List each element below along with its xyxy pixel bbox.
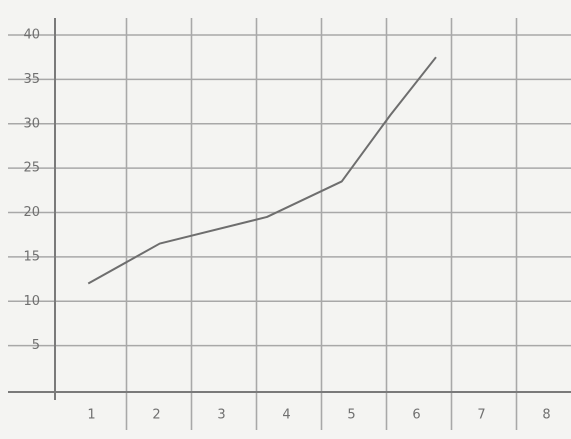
y-tick-label: 25 [23,161,40,176]
x-tick-label: 3 [217,408,225,423]
x-tick-label: 6 [412,408,420,423]
y-tick-label: 10 [23,294,40,309]
x-tick-label: 1 [87,408,95,423]
y-tick-label: 35 [23,72,40,87]
y-tick-label: 30 [23,116,40,131]
x-tick-label: 2 [152,408,160,423]
y-tick-label: 5 [32,338,40,353]
chart: 5 10 15 20 25 30 35 40 1 2 3 4 5 6 7 8 [0,0,571,439]
paper [0,0,571,439]
y-tick-label: 15 [23,249,40,264]
y-tick-label: 20 [23,205,40,220]
x-tick-label: 8 [542,408,550,423]
y-tick-label: 40 [23,28,40,43]
x-tick-label: 4 [282,408,290,423]
x-tick-label: 7 [477,408,485,423]
x-tick-label: 5 [347,408,355,423]
